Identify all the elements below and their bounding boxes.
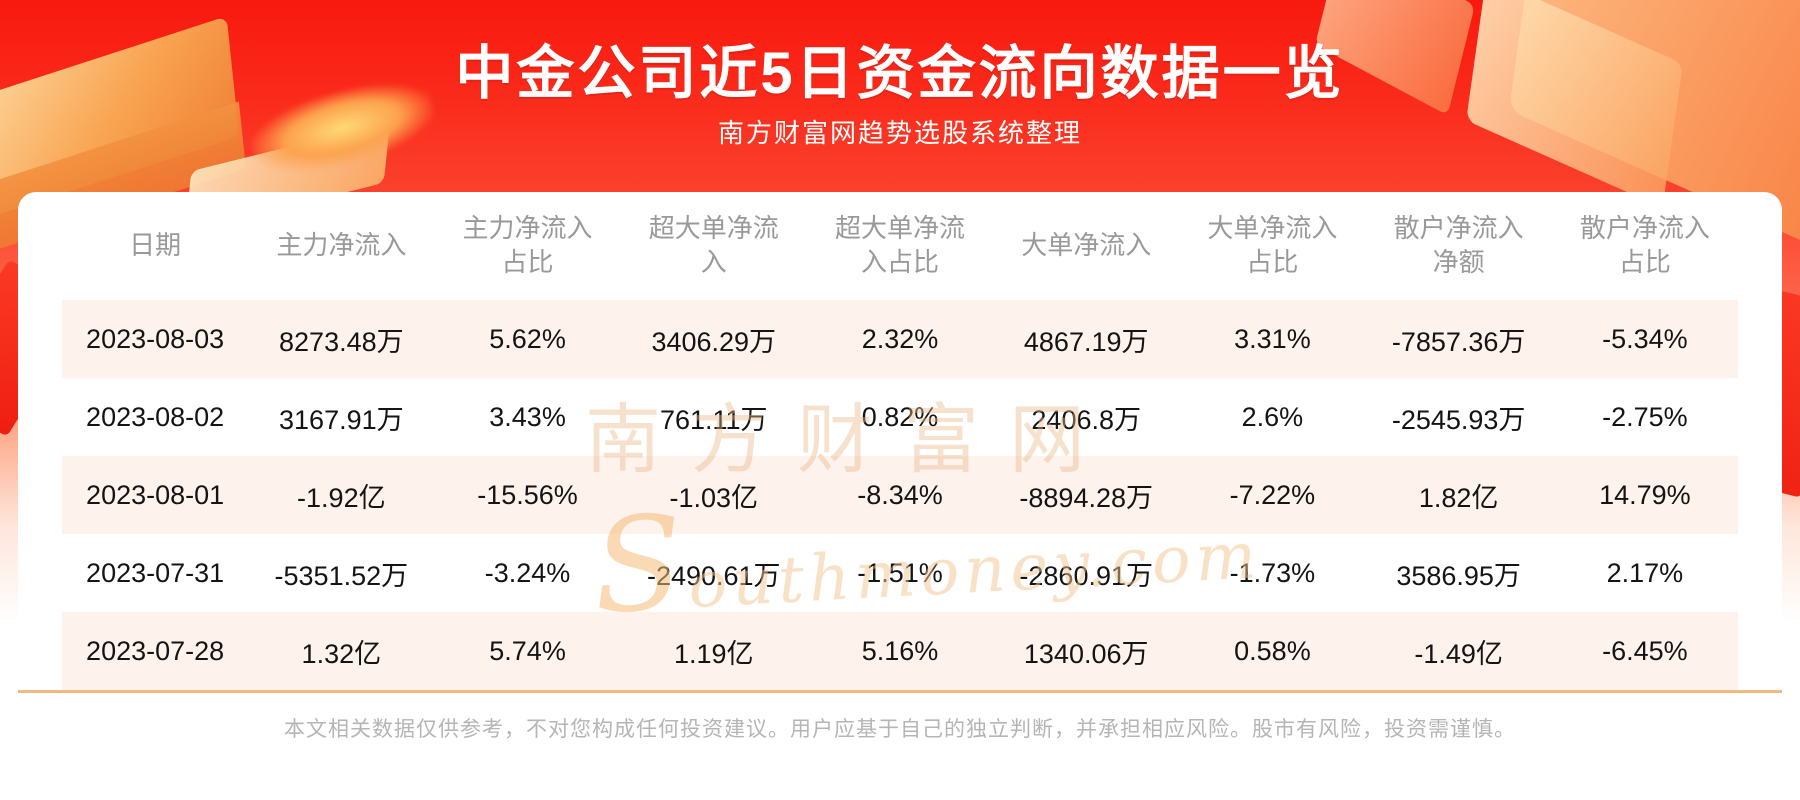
column-header-xl-order-inflow-pct: 超大单净流入占比 [834,213,965,277]
table-body: 2023-08-03 8273.48万 5.62% 3406.29万 2.32%… [62,300,1738,690]
cell-lg-pct: 2.6% [1241,401,1304,432]
column-header-retail-net-inflow: 散户净流入净额 [1393,213,1524,277]
cell-lg-pct: -1.73% [1229,557,1316,588]
table-row: 2023-07-31 -5351.52万 -3.24% -2490.61万 -1… [62,534,1738,612]
column-header-retail-inflow-pct: 散户净流入占比 [1579,213,1710,277]
cell-lg: -2860.91万 [1019,560,1153,591]
cell-lg-pct: 0.58% [1234,635,1311,666]
cell-xl: 3406.29万 [651,326,777,357]
cell-date: 2023-08-01 [86,479,225,510]
cell-xl-pct: 5.16% [861,635,939,666]
cell-main: -1.92亿 [297,482,386,513]
cell-main: 8273.48万 [279,326,404,357]
cell-xl: 761.11万 [659,404,768,435]
cell-xl-pct: -8.34% [857,479,943,510]
cell-xl-pct: 0.82% [861,401,939,432]
cell-retail: -2545.93万 [1391,404,1526,435]
cell-main: 1.32亿 [301,638,382,669]
table-header: 日期 主力净流入 主力净流入占比 超大单净流入 超大单净流入占比 大单净流入 大… [62,192,1738,300]
cell-main-pct: 3.43% [489,401,566,432]
column-header-xl-order-inflow: 超大单净流入 [648,213,779,277]
table-row: 2023-07-28 1.32亿 5.74% 1.19亿 5.16% 1340.… [62,612,1738,690]
cell-lg: -8894.28万 [1019,482,1153,513]
cell-main-pct: -3.24% [484,557,571,588]
cell-xl: -2490.61万 [646,560,781,591]
cell-lg-pct: 3.31% [1234,323,1311,354]
column-header-date: 日期 [129,230,182,261]
page-subtitle: 南方财富网趋势选股系统整理 [717,118,1082,148]
cell-xl-pct: 2.32% [861,323,939,354]
cell-retail-pct: 14.79% [1599,479,1691,510]
cell-date: 2023-08-03 [86,323,225,354]
table-row: 2023-08-01 -1.92亿 -15.56% -1.03亿 -8.34% … [62,456,1738,534]
column-header-main-net-inflow: 主力净流入 [276,230,407,261]
table-row: 2023-08-02 3167.91万 3.43% 761.11万 0.82% … [62,378,1738,456]
cell-xl-pct: -1.51% [857,557,943,588]
cell-retail: -1.49亿 [1414,638,1503,669]
cell-date: 2023-07-28 [86,635,225,666]
cell-main: 3167.91万 [279,404,404,435]
cell-retail: -7857.36万 [1391,326,1526,357]
cell-main: -5351.52万 [274,560,409,591]
cell-main-pct: 5.62% [489,323,566,354]
column-header-lg-order-inflow: 大单净流入 [1021,230,1152,261]
data-card: 日期 主力净流入 主力净流入占比 超大单净流入 超大单净流入占比 大单净流入 大… [18,192,1782,800]
cell-date: 2023-07-31 [86,557,225,588]
cell-lg: 2406.8万 [1031,404,1141,435]
disclaimer-text: 本文相关数据仅供参考，不对您构成任何投资建议。用户应基于自己的独立判断，并承担相… [284,718,1516,741]
cell-main-pct: -15.56% [477,479,578,510]
cell-retail: 3586.95万 [1396,560,1521,591]
cell-lg-pct: -7.22% [1229,479,1316,510]
fund-flow-table: 日期 主力净流入 主力净流入占比 超大单净流入 超大单净流入占比 大单净流入 大… [62,192,1738,690]
column-header-main-net-inflow-pct: 主力净流入占比 [462,213,593,277]
page-title: 中金公司近5日资金流向数据一览 [455,41,1345,106]
cell-lg: 1340.06万 [1023,638,1149,669]
cell-date: 2023-08-02 [86,401,225,432]
table-header-row: 日期 主力净流入 主力净流入占比 超大单净流入 超大单净流入占比 大单净流入 大… [62,192,1738,300]
cell-retail-pct: 2.17% [1606,557,1684,588]
cell-retail-pct: -6.45% [1602,635,1688,666]
cell-retail: 1.82亿 [1418,482,1499,513]
cell-xl: -1.03亿 [669,482,759,513]
column-header-lg-order-inflow-pct: 大单净流入占比 [1207,213,1338,277]
cell-lg: 4867.19万 [1023,326,1149,357]
cell-xl: 1.19亿 [673,638,754,669]
cell-retail-pct: -2.75% [1602,401,1688,432]
table-row: 2023-08-03 8273.48万 5.62% 3406.29万 2.32%… [62,300,1738,378]
cell-retail-pct: -5.34% [1602,323,1688,354]
cell-main-pct: 5.74% [489,635,566,666]
table-bottom-divider [18,690,1782,693]
